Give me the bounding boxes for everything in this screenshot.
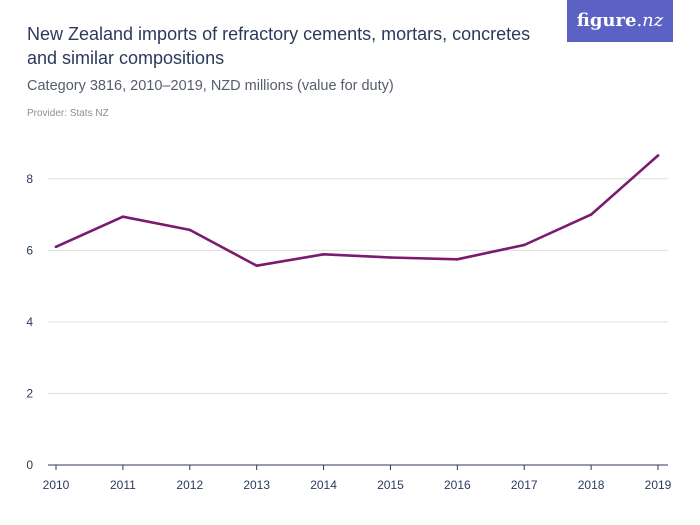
y-tick-label: 2 [26,386,33,400]
data-point [522,243,526,247]
chart-subtitle: Category 3816, 2010–2019, NZD millions (… [27,78,394,94]
x-tick-label: 2014 [310,478,337,492]
x-tick-label: 2013 [243,478,270,492]
y-tick-label: 6 [26,243,33,257]
x-tick-label: 2018 [578,478,605,492]
x-tick-label: 2011 [110,478,136,492]
logo-tld: .nz [636,10,664,31]
y-tick-label: 8 [26,172,33,186]
y-tick-label: 0 [26,458,33,472]
gridlines [48,178,668,466]
x-tick-label: 2019 [645,478,672,492]
data-point [389,256,392,259]
chart-title: New Zealand imports of refractory cement… [27,24,531,68]
logo-name: figure [576,10,637,31]
data-point [54,245,58,249]
x-tick-label: 2010 [43,478,70,492]
data-point [255,264,258,268]
x-axis: 2010 2011 2012 2013 2014 2015 2016 2017 2018 2019 [43,465,672,492]
data-point [121,215,125,219]
data-point [656,154,660,157]
figure-nz-logo[interactable]: figure.nz [567,0,673,42]
y-tick-label: 4 [26,315,33,329]
y-axis: 0 2 4 6 8 [26,172,33,472]
data-point [456,257,459,261]
provider-credit: Provider: Stats NZ [27,108,109,119]
series-line [54,154,660,268]
data-point [188,228,192,232]
data-point [322,252,325,256]
series-layer [54,154,660,268]
x-tick-label: 2017 [511,478,538,492]
x-tick-label: 2015 [377,478,404,492]
data-point [589,213,593,216]
x-tick-label: 2012 [176,478,203,492]
x-tick-label: 2016 [444,478,471,492]
